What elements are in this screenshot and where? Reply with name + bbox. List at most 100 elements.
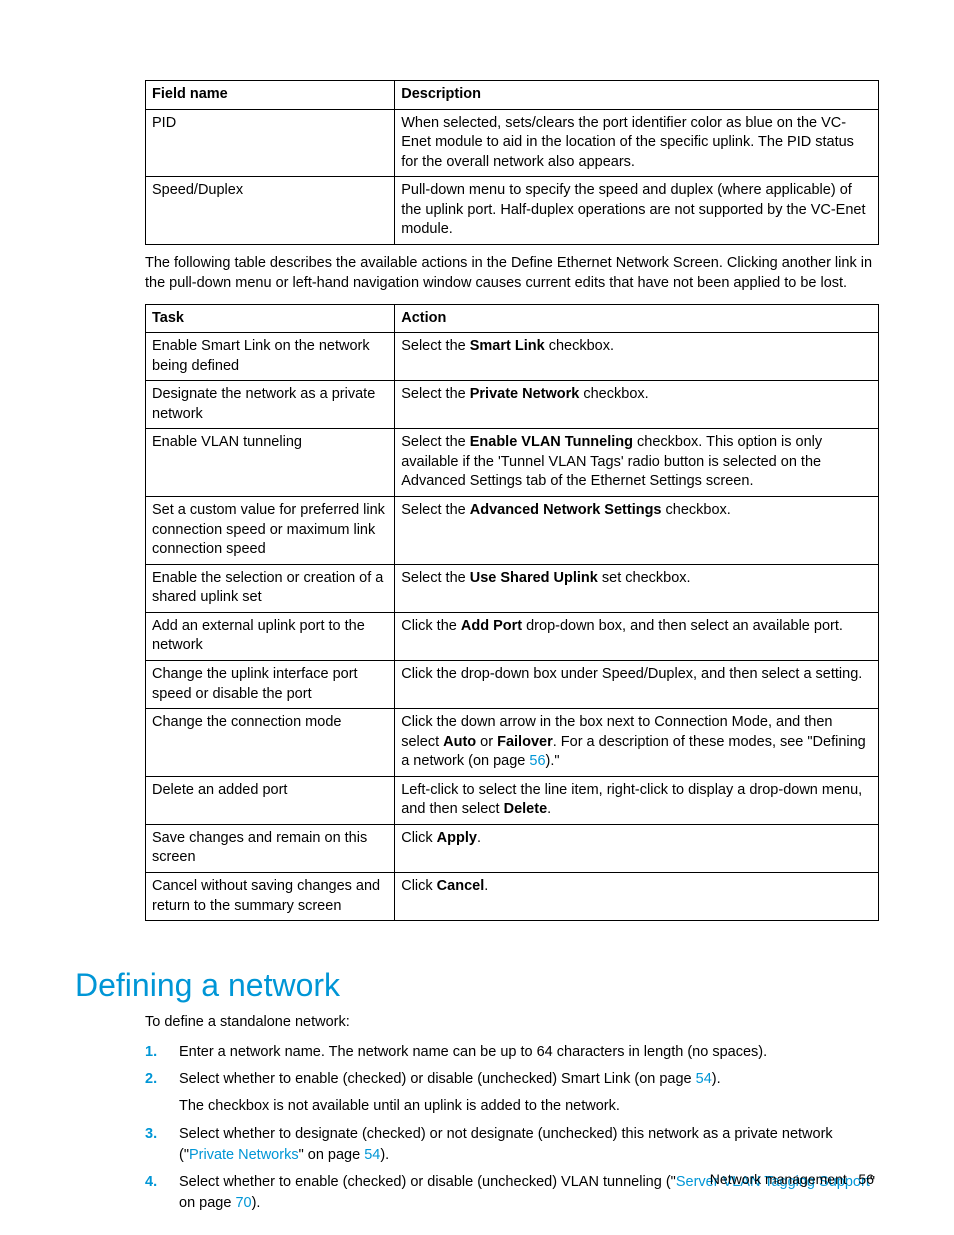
- step-text: Select whether to enable (checked) or di…: [179, 1071, 696, 1087]
- action-text: Left-click to select the line item, righ…: [401, 782, 862, 818]
- page-link[interactable]: 70: [235, 1195, 251, 1211]
- action-text: checkbox.: [579, 386, 648, 402]
- task-cell: Set a custom value for preferred link co…: [146, 497, 395, 565]
- action-bold: Private Network: [470, 386, 580, 402]
- step-text: ).: [380, 1147, 389, 1163]
- action-bold: Enable VLAN Tunneling: [470, 434, 633, 450]
- step-number: 3.: [145, 1124, 157, 1145]
- action-text: .: [484, 878, 488, 894]
- task-cell: Save changes and remain on this screen: [146, 824, 395, 872]
- step-number: 2.: [145, 1069, 157, 1090]
- action-text: .: [477, 830, 481, 846]
- table-row: Add an external uplink port to the netwo…: [146, 612, 879, 660]
- task-cell: Enable Smart Link on the network being d…: [146, 333, 395, 381]
- col-header-field: Field name: [146, 81, 395, 110]
- action-text: checkbox.: [662, 502, 731, 518]
- action-cell: Click the down arrow in the box next to …: [395, 709, 879, 777]
- action-text: set checkbox.: [598, 570, 691, 586]
- action-bold: Failover: [497, 734, 553, 750]
- table-row: Delete an added port Left-click to selec…: [146, 776, 879, 824]
- action-text: drop-down box, and then select an availa…: [522, 618, 843, 634]
- table-row: Cancel without saving changes and return…: [146, 873, 879, 921]
- action-cell: Select the Advanced Network Settings che…: [395, 497, 879, 565]
- step-number: 1.: [145, 1042, 157, 1063]
- table-row: Enable Smart Link on the network being d…: [146, 333, 879, 381]
- action-cell: Select the Use Shared Uplink set checkbo…: [395, 564, 879, 612]
- field-description-table: Field name Description PID When selected…: [145, 80, 879, 245]
- task-cell: Enable the selection or creation of a sh…: [146, 564, 395, 612]
- numbered-steps: 1. Enter a network name. The network nam…: [145, 1042, 879, 1213]
- action-cell: Click the drop-down box under Speed/Dupl…: [395, 660, 879, 708]
- action-text: Select the: [401, 434, 470, 450]
- footer-label: Network management: [710, 1171, 847, 1187]
- step-text: Select whether to enable (checked) or di…: [179, 1174, 676, 1190]
- col-header-desc: Description: [395, 81, 879, 110]
- action-text: Click: [401, 878, 436, 894]
- action-cell: Click the Add Port drop-down box, and th…: [395, 612, 879, 660]
- action-text: Select the: [401, 502, 470, 518]
- task-cell: Enable VLAN tunneling: [146, 429, 395, 497]
- table-row: Enable VLAN tunneling Select the Enable …: [146, 429, 879, 497]
- description-cell: When selected, sets/clears the port iden…: [395, 109, 879, 177]
- page-link[interactable]: 54: [696, 1071, 712, 1087]
- col-header-task: Task: [146, 304, 395, 333]
- table-row: Enable the selection or creation of a sh…: [146, 564, 879, 612]
- action-text: ).": [546, 753, 560, 769]
- page-link[interactable]: 56: [529, 753, 545, 769]
- action-text: checkbox.: [545, 338, 614, 354]
- field-name-cell: PID: [146, 109, 395, 177]
- step-item: 1. Enter a network name. The network nam…: [145, 1042, 879, 1063]
- topic-link[interactable]: Private Networks: [189, 1147, 299, 1163]
- step-text: ).: [712, 1071, 721, 1087]
- action-cell: Select the Smart Link checkbox.: [395, 333, 879, 381]
- step-number: 4.: [145, 1172, 157, 1193]
- intro-paragraph: The following table describes the availa…: [145, 253, 879, 294]
- table-row: Speed/Duplex Pull-down menu to specify t…: [146, 177, 879, 245]
- action-text: Select the: [401, 338, 470, 354]
- table-row: Designate the network as a private netwo…: [146, 381, 879, 429]
- table-row: Change the connection mode Click the dow…: [146, 709, 879, 777]
- step-subtext: The checkbox is not available until an u…: [179, 1096, 879, 1117]
- action-text: or: [476, 734, 497, 750]
- footer-page: 56: [858, 1171, 874, 1187]
- table-header-row: Field name Description: [146, 81, 879, 110]
- action-cell: Select the Private Network checkbox.: [395, 381, 879, 429]
- field-name-cell: Speed/Duplex: [146, 177, 395, 245]
- table-row: Save changes and remain on this screen C…: [146, 824, 879, 872]
- description-cell: Pull-down menu to specify the speed and …: [395, 177, 879, 245]
- table-header-row: Task Action: [146, 304, 879, 333]
- col-header-action: Action: [395, 304, 879, 333]
- table-row: Set a custom value for preferred link co…: [146, 497, 879, 565]
- page-link[interactable]: 54: [364, 1147, 380, 1163]
- action-text: .: [547, 801, 551, 817]
- action-bold: Add Port: [461, 618, 522, 634]
- action-cell: Click Apply.: [395, 824, 879, 872]
- task-cell: Cancel without saving changes and return…: [146, 873, 395, 921]
- action-cell: Select the Enable VLAN Tunneling checkbo…: [395, 429, 879, 497]
- step-item: 2. Select whether to enable (checked) or…: [145, 1069, 879, 1117]
- step-text: " on page: [299, 1147, 365, 1163]
- task-cell: Designate the network as a private netwo…: [146, 381, 395, 429]
- action-bold: Smart Link: [470, 338, 545, 354]
- action-bold: Delete: [504, 801, 548, 817]
- action-text: Select the: [401, 570, 470, 586]
- page-footer: Network management 56: [710, 1171, 874, 1187]
- task-cell: Change the connection mode: [146, 709, 395, 777]
- step-text: ).: [252, 1195, 261, 1211]
- action-bold: Use Shared Uplink: [470, 570, 598, 586]
- task-cell: Add an external uplink port to the netwo…: [146, 612, 395, 660]
- action-cell: Click Cancel.: [395, 873, 879, 921]
- table-row: PID When selected, sets/clears the port …: [146, 109, 879, 177]
- action-bold: Cancel: [437, 878, 485, 894]
- action-cell: Left-click to select the line item, righ…: [395, 776, 879, 824]
- task-cell: Change the uplink interface port speed o…: [146, 660, 395, 708]
- heading-intro: To define a standalone network:: [145, 1012, 879, 1032]
- action-bold: Auto: [443, 734, 476, 750]
- action-text: Select the: [401, 386, 470, 402]
- step-item: 3. Select whether to designate (checked)…: [145, 1124, 879, 1166]
- action-bold: Advanced Network Settings: [470, 502, 662, 518]
- table-row: Change the uplink interface port speed o…: [146, 660, 879, 708]
- task-cell: Delete an added port: [146, 776, 395, 824]
- action-text: Click the: [401, 618, 461, 634]
- step-text: Enter a network name. The network name c…: [179, 1044, 767, 1060]
